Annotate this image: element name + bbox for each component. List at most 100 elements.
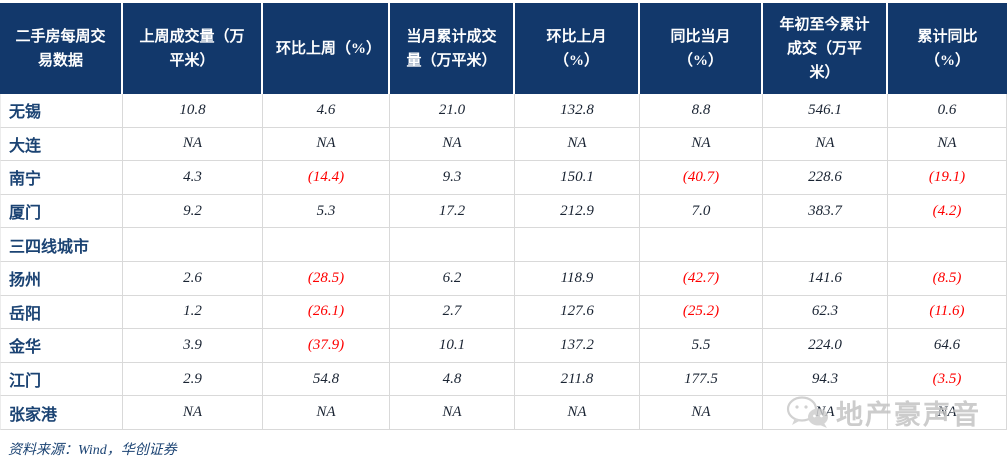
value-cell: NA xyxy=(888,127,1007,162)
value-cell: NA xyxy=(515,396,640,430)
value-cell: (26.1) xyxy=(263,295,390,330)
value-cell: 7.0 xyxy=(640,194,763,229)
value-cell: 9.3 xyxy=(390,161,515,195)
row-label: 金华 xyxy=(0,329,123,363)
table-row: 厦门 9.2 5.3 17.2 212.9 7.0 383.7 (4.2) xyxy=(0,194,1007,229)
value-cell: 4.3 xyxy=(123,161,263,195)
value-cell: 2.6 xyxy=(123,261,263,296)
value-cell: 9.2 xyxy=(123,194,263,229)
table-row: 岳阳 1.2 (26.1) 2.7 127.6 (25.2) 62.3 (11.6) xyxy=(0,295,1007,330)
value-cell: (14.4) xyxy=(263,161,390,195)
value-cell: 62.3 xyxy=(763,295,888,330)
source-note: 资料来源：Wind，华创证券 xyxy=(8,442,177,458)
column-header: 同比当月（%） xyxy=(640,3,763,94)
table-row: 无锡 10.8 4.6 21.0 132.8 8.8 546.1 0.6 xyxy=(0,94,1007,128)
value-cell xyxy=(263,228,390,262)
value-cell xyxy=(123,228,263,262)
value-cell: (11.6) xyxy=(888,295,1007,330)
table-row: 金华 3.9 (37.9) 10.1 137.2 5.5 224.0 64.6 xyxy=(0,329,1007,363)
value-cell: NA xyxy=(763,127,888,162)
row-label: 三四线城市 xyxy=(0,228,123,262)
value-cell: 212.9 xyxy=(515,194,640,229)
value-cell: 17.2 xyxy=(390,194,515,229)
value-cell: 228.6 xyxy=(763,161,888,195)
weekly-transactions-table: 二手房每周交易数据 上周成交量（万平米） 环比上周（%） 当月累计成交量（万平米… xyxy=(0,3,1007,430)
value-cell: 137.2 xyxy=(515,329,640,363)
value-cell: NA xyxy=(640,127,763,162)
value-cell: (19.1) xyxy=(888,161,1007,195)
row-label: 厦门 xyxy=(0,194,123,229)
column-header: 上周成交量（万平米） xyxy=(123,3,263,94)
value-cell: (4.2) xyxy=(888,194,1007,229)
row-label: 江门 xyxy=(0,362,123,397)
value-cell: 54.8 xyxy=(263,362,390,397)
row-label: 张家港 xyxy=(0,396,123,430)
value-cell: 10.1 xyxy=(390,329,515,363)
section-row: 三四线城市 xyxy=(0,228,1007,262)
value-cell: (8.5) xyxy=(888,261,1007,296)
value-cell: 132.8 xyxy=(515,94,640,128)
value-cell: 127.6 xyxy=(515,295,640,330)
value-cell xyxy=(640,228,763,262)
value-cell: 546.1 xyxy=(763,94,888,128)
value-cell: (25.2) xyxy=(640,295,763,330)
value-cell: 5.5 xyxy=(640,329,763,363)
value-cell: NA xyxy=(123,127,263,162)
value-cell: 177.5 xyxy=(640,362,763,397)
value-cell: 8.8 xyxy=(640,94,763,128)
value-cell: 2.7 xyxy=(390,295,515,330)
row-label: 大连 xyxy=(0,127,123,162)
value-cell: 4.8 xyxy=(390,362,515,397)
value-cell: 1.2 xyxy=(123,295,263,330)
row-label: 岳阳 xyxy=(0,295,123,330)
value-cell xyxy=(888,228,1007,262)
value-cell: NA xyxy=(763,396,888,430)
value-cell: (42.7) xyxy=(640,261,763,296)
value-cell: 118.9 xyxy=(515,261,640,296)
value-cell: 2.9 xyxy=(123,362,263,397)
column-header: 累计同比（%） xyxy=(888,3,1007,94)
table-title-cell: 二手房每周交易数据 xyxy=(0,3,123,94)
value-cell: 383.7 xyxy=(763,194,888,229)
value-cell: NA xyxy=(640,396,763,430)
value-cell: 94.3 xyxy=(763,362,888,397)
value-cell: NA xyxy=(263,396,390,430)
value-cell: (37.9) xyxy=(263,329,390,363)
value-cell: 21.0 xyxy=(390,94,515,128)
value-cell xyxy=(390,228,515,262)
value-cell: 6.2 xyxy=(390,261,515,296)
table-row: 大连 NA NA NA NA NA NA NA xyxy=(0,127,1007,162)
row-label: 无锡 xyxy=(0,94,123,128)
table-row: 南宁 4.3 (14.4) 9.3 150.1 (40.7) 228.6 (19.1) xyxy=(0,161,1007,195)
value-cell: NA xyxy=(123,396,263,430)
value-cell: 5.3 xyxy=(263,194,390,229)
value-cell: (3.5) xyxy=(888,362,1007,397)
value-cell: NA xyxy=(390,127,515,162)
value-cell: 64.6 xyxy=(888,329,1007,363)
value-cell: 10.8 xyxy=(123,94,263,128)
table-row: 张家港 NA NA NA NA NA NA NA xyxy=(0,396,1007,430)
table-body: 无锡 10.8 4.6 21.0 132.8 8.8 546.1 0.6 大连 NA NA NA NA N… xyxy=(0,94,1007,430)
value-cell: 0.6 xyxy=(888,94,1007,128)
value-cell: NA xyxy=(515,127,640,162)
value-cell: 224.0 xyxy=(763,329,888,363)
column-header: 环比上月（%） xyxy=(515,3,640,94)
value-cell: (28.5) xyxy=(263,261,390,296)
row-label: 扬州 xyxy=(0,261,123,296)
value-cell: 3.9 xyxy=(123,329,263,363)
column-header: 年初至今累计成交（万平米） xyxy=(763,3,888,94)
value-cell: 4.6 xyxy=(263,94,390,128)
table-header-row: 二手房每周交易数据 上周成交量（万平米） 环比上周（%） 当月累计成交量（万平米… xyxy=(0,3,1007,94)
table-row: 江门 2.9 54.8 4.8 211.8 177.5 94.3 (3.5) xyxy=(0,362,1007,397)
value-cell: 150.1 xyxy=(515,161,640,195)
value-cell xyxy=(515,228,640,262)
column-header: 环比上周（%） xyxy=(263,3,390,94)
value-cell: 141.6 xyxy=(763,261,888,296)
table-row: 扬州 2.6 (28.5) 6.2 118.9 (42.7) 141.6 (8.5) xyxy=(0,261,1007,296)
value-cell: 211.8 xyxy=(515,362,640,397)
value-cell: NA xyxy=(888,396,1007,430)
value-cell: (40.7) xyxy=(640,161,763,195)
row-label: 南宁 xyxy=(0,161,123,195)
value-cell: NA xyxy=(263,127,390,162)
